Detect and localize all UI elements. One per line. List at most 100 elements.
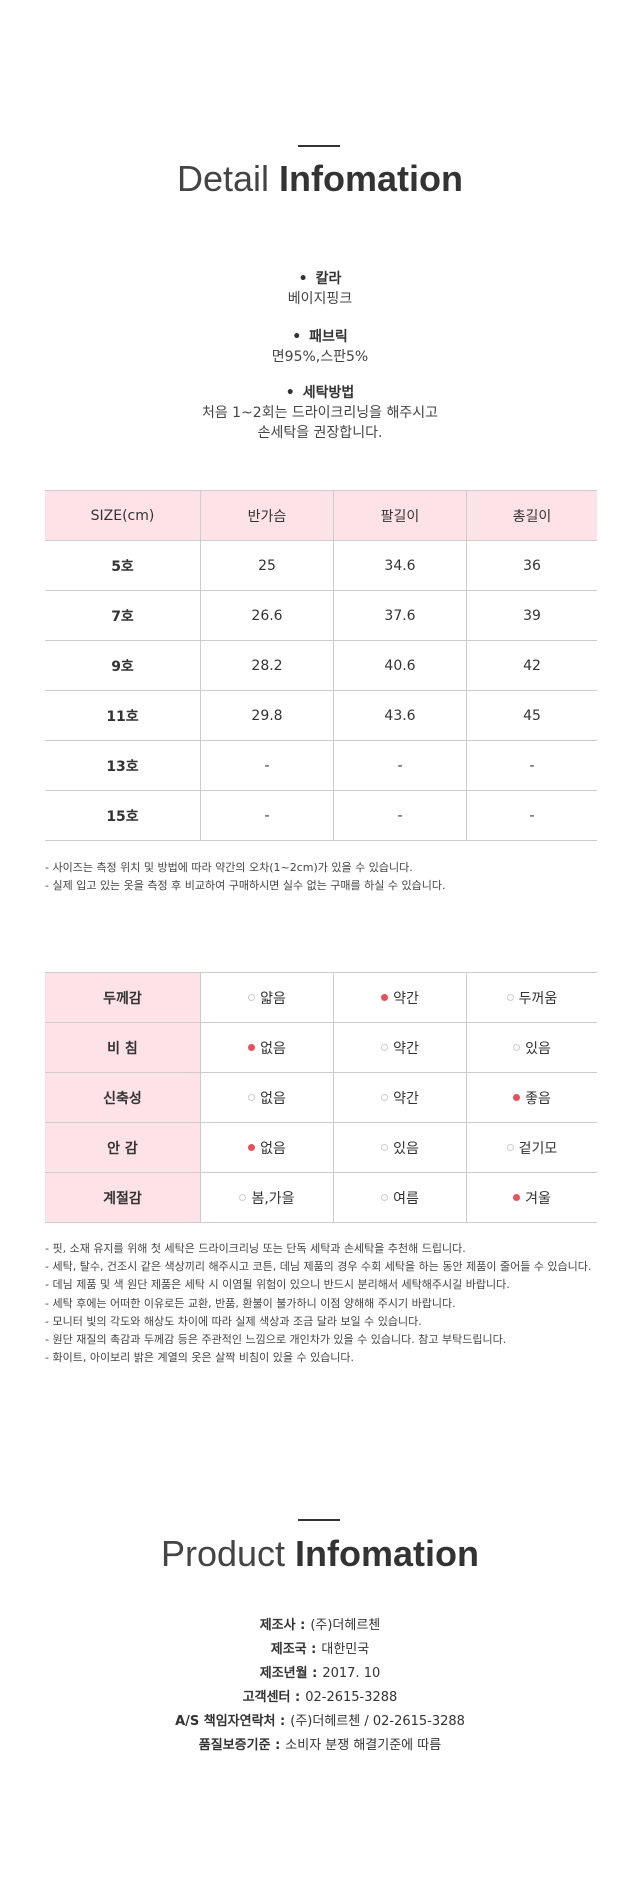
note: - 세탁 후에는 어떠한 이유로든 교환, 반품, 환불이 불가하니 이점 양해… xyxy=(45,1296,456,1310)
cell: - xyxy=(200,740,334,791)
section-title: Detail Infomation xyxy=(0,158,640,200)
option-text: 있음 xyxy=(393,1140,419,1157)
row: 13호 - - - xyxy=(45,740,597,791)
option-text: 두꺼움 xyxy=(518,990,558,1007)
radio-dot xyxy=(513,1044,521,1051)
cell: 29.8 xyxy=(200,690,334,741)
row: 11호 29.8 43.6 45 xyxy=(45,690,597,741)
spec-label: • 세탁방법 xyxy=(0,382,640,402)
option-text: 좋음 xyxy=(525,1090,551,1107)
info-line: 제조국 : 대한민국 xyxy=(0,1638,640,1657)
note: - 세탁, 탈수, 건조시 같은 색상끼리 해주시고 코튼, 데님 제품의 경우… xyxy=(45,1260,592,1274)
cell: 5호 xyxy=(45,540,201,591)
radio-dot xyxy=(248,1144,256,1151)
cell: 45 xyxy=(466,690,597,741)
cell: 7호 xyxy=(45,590,201,641)
bullet: • xyxy=(285,385,295,401)
option-text: 여름 xyxy=(393,1190,419,1207)
row-label: 안 감 xyxy=(45,1122,201,1173)
info-value: 2017. 10 xyxy=(322,1666,381,1681)
option-cell: 약간 xyxy=(333,1022,467,1073)
option-text: 없음 xyxy=(260,1140,286,1157)
cell: 43.6 xyxy=(333,690,467,741)
option-cell: 약간 xyxy=(333,1072,467,1123)
note: - 모니터 빛의 각도와 해상도 차이에 따라 실제 색상과 조금 달라 보일 … xyxy=(45,1314,422,1328)
note: - 원단 재질의 촉감과 두께감 등은 주관적인 느낌으로 개인차가 있을 수 … xyxy=(45,1333,507,1346)
radio-dot xyxy=(381,994,389,1001)
cell: 36 xyxy=(466,540,597,591)
row-label: 두께감 xyxy=(45,972,201,1023)
radio-dot xyxy=(248,1044,256,1051)
divider xyxy=(298,145,340,147)
row: 7호 26.6 37.6 39 xyxy=(45,590,597,641)
option-cell: 약간 xyxy=(333,972,467,1023)
row: 15호 - - - xyxy=(45,790,597,841)
spec-label: • 칼라 xyxy=(0,268,640,288)
bullet: • xyxy=(292,329,302,345)
cell: 9호 xyxy=(45,640,201,691)
cell: 42 xyxy=(466,640,597,691)
radio-dot xyxy=(381,1144,389,1151)
note: - 데님 제품 및 색 원단 제품은 세탁 시 이염될 위험이 있으니 반드시 … xyxy=(45,1278,510,1292)
spec-label-text: 패브릭 xyxy=(309,329,348,345)
header-row: SIZE(cm) 반가슴 팔길이 총길이 xyxy=(45,490,597,541)
info-line: 품질보증기준 : 소비자 분쟁 해결기준에 따름 xyxy=(0,1734,640,1753)
row: 비 침 없음 약간 있음 xyxy=(45,1022,597,1073)
radio-dot xyxy=(513,1194,521,1201)
option-cell: 겉기모 xyxy=(466,1122,597,1173)
row: 9호 28.2 40.6 42 xyxy=(45,640,597,691)
info-value: (주)더헤르첸 xyxy=(310,1618,381,1633)
option-text: 약간 xyxy=(393,1040,419,1057)
title-bold: Infomation xyxy=(295,1533,480,1574)
option-cell: 좋음 xyxy=(466,1072,597,1123)
divider xyxy=(298,1519,340,1521)
radio-dot xyxy=(239,1194,247,1201)
cell: 15호 xyxy=(45,790,201,841)
info-label: 품질보증기준 : xyxy=(198,1738,281,1753)
radio-dot xyxy=(248,994,256,1001)
spec-value: 베이지핑크 xyxy=(287,291,353,307)
section-title: Product Infomation xyxy=(0,1533,640,1575)
option-cell: 없음 xyxy=(200,1022,334,1073)
spec-value: 처음 1~2회는 드라이크리닝을 해주시고 xyxy=(201,405,439,421)
option-text: 겨울 xyxy=(525,1190,551,1207)
option-text: 얇음 xyxy=(260,990,286,1007)
cell: 26.6 xyxy=(200,590,334,641)
info-label: 제조사 : xyxy=(259,1618,306,1633)
note: - 실제 입고 있는 옷을 측정 후 비교하여 구매하시면 실수 없는 구매를 … xyxy=(45,879,446,892)
note: - 핏, 소재 유지를 위해 첫 세탁은 드라이크리닝 또는 단독 세탁과 손세… xyxy=(45,1242,466,1255)
row: 신축성 없음 약간 좋음 xyxy=(45,1072,597,1123)
option-text: 약간 xyxy=(393,1090,419,1107)
info-line: 제조년월 : 2017. 10 xyxy=(0,1662,640,1681)
spec-label-text: 칼라 xyxy=(315,271,342,287)
option-text: 봄,가을 xyxy=(251,1190,295,1207)
cell: 11호 xyxy=(45,690,201,741)
info-label: 고객센터 : xyxy=(242,1690,301,1705)
info-label: 제조국 : xyxy=(270,1642,317,1657)
note: - 화이트, 아이보리 밝은 계열의 옷은 살짝 비침이 있을 수 있습니다. xyxy=(45,1351,355,1365)
bullet: • xyxy=(298,271,308,287)
option-cell: 있음 xyxy=(466,1022,597,1073)
cell: - xyxy=(333,740,467,791)
fabric-table: 두께감 얇음 약간 두꺼움 비 침 없음 약간 있음 신축성 없음 약간 좋음 안 감 없음 있음 겉기모 계절… xyxy=(45,972,597,1223)
spec-value: 면95%,스판5% xyxy=(271,349,369,365)
option-cell: 없음 xyxy=(200,1072,334,1123)
row-label: 비 침 xyxy=(45,1022,201,1073)
title-bold: Infomation xyxy=(279,158,464,199)
spec-label-text: 세탁방법 xyxy=(302,385,355,401)
cell: 34.6 xyxy=(333,540,467,591)
spec-label: • 패브릭 xyxy=(0,326,640,346)
radio-dot xyxy=(381,1094,389,1101)
radio-dot xyxy=(506,994,514,1001)
cell: 37.6 xyxy=(333,590,467,641)
header-cell: 총길이 xyxy=(466,490,597,541)
radio-dot xyxy=(248,1094,256,1101)
info-value: 02-2615-3288 xyxy=(305,1690,398,1705)
size-table: SIZE(cm) 반가슴 팔길이 총길이 5호 25 34.6 36 7호 26.6 37.6 39 9… xyxy=(45,490,597,841)
cell: 13호 xyxy=(45,740,201,791)
cell: - xyxy=(333,790,467,841)
info-line: 제조사 : (주)더헤르첸 xyxy=(0,1614,640,1633)
option-cell: 여름 xyxy=(333,1172,467,1223)
header-cell: 팔길이 xyxy=(333,490,467,541)
